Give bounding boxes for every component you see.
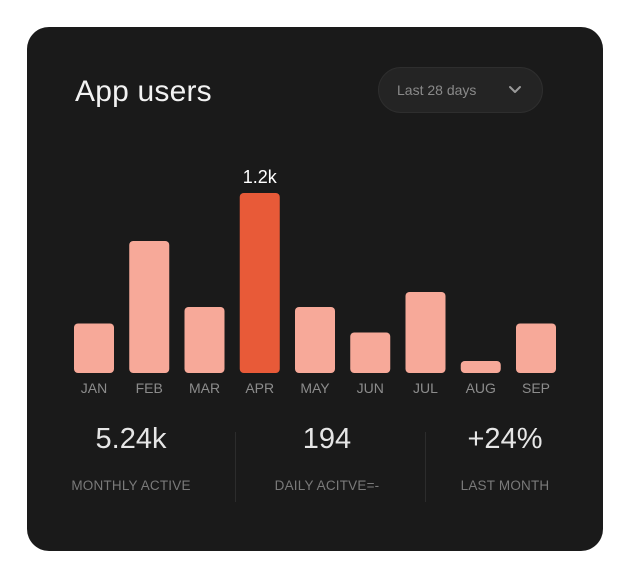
x-tick-label: JAN — [81, 380, 107, 396]
x-tick-label: AUG — [466, 380, 496, 396]
chevron-down-icon — [509, 86, 521, 93]
x-tick-label: JUL — [413, 380, 438, 396]
bar-jan[interactable] — [74, 323, 114, 374]
stat-divider — [425, 432, 426, 502]
x-tick-label: JUN — [357, 380, 384, 396]
stat-value: 194 — [302, 423, 352, 455]
x-tick-label: MAR — [189, 380, 220, 396]
x-tick-label: FEB — [136, 380, 163, 396]
x-tick-label: SEP — [522, 380, 550, 396]
stat-value: +24% — [467, 423, 543, 455]
app-users-card: App users Last 28 days JAN FEB MAR APR 1.2k M… — [27, 27, 603, 551]
stat-label: MONTHLY ACTIVE — [71, 478, 191, 493]
bar-mar[interactable] — [184, 307, 225, 373]
bar-apr[interactable] — [239, 193, 280, 373]
stat-label: DAILY ACITVE=- — [274, 478, 380, 493]
bar-feb[interactable] — [129, 241, 170, 373]
period-dropdown-label: Last 28 days — [397, 82, 477, 98]
stat-label: LAST MONTH — [460, 478, 550, 493]
bar-chart: JAN FEB MAR APR 1.2k MAY JUN JUL AUG SEP — [74, 167, 556, 396]
x-tick-label: MAY — [300, 380, 330, 396]
period-dropdown[interactable]: Last 28 days — [378, 67, 543, 113]
stat-divider — [235, 432, 236, 502]
x-tick-label: APR — [245, 380, 274, 396]
bar-jun[interactable] — [350, 332, 391, 374]
card-title: App users — [75, 75, 212, 108]
stat-last-month: +24% LAST MONTH — [415, 423, 595, 493]
bar-jul[interactable] — [405, 292, 446, 373]
stat-value: 5.24k — [95, 423, 167, 455]
stat-daily-active: 194 DAILY ACITVE=- — [237, 423, 417, 493]
bar-sep[interactable] — [516, 323, 556, 374]
bar-may[interactable] — [295, 307, 335, 373]
bar-aug[interactable] — [460, 361, 501, 373]
bar-value-label: 1.2k — [243, 167, 278, 187]
stat-monthly-active: 5.24k MONTHLY ACTIVE — [41, 423, 221, 493]
